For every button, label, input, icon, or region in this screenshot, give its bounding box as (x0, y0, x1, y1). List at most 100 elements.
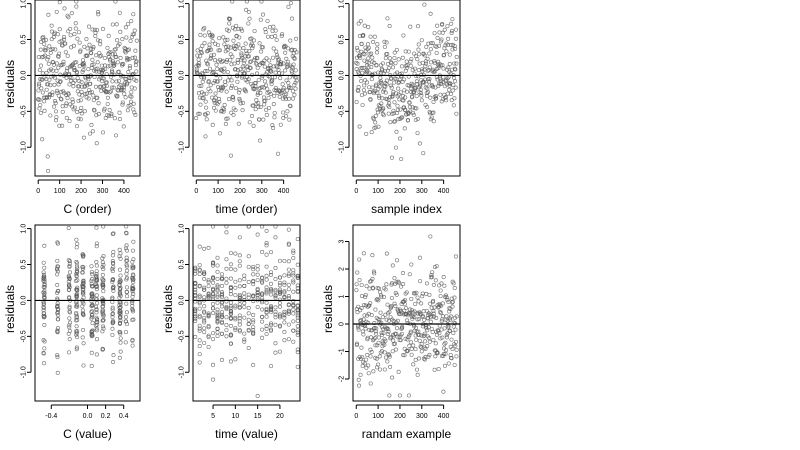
data-point (233, 279, 238, 284)
data-point (277, 313, 282, 319)
data-point (242, 337, 247, 342)
data-point (110, 268, 115, 274)
data-point (130, 317, 135, 322)
point-group (36, 0, 139, 174)
data-point (267, 25, 273, 30)
data-point (206, 325, 211, 330)
data-point (383, 355, 389, 360)
data-point (208, 83, 213, 88)
data-point (94, 141, 99, 146)
data-point (76, 30, 82, 35)
data-point (429, 41, 434, 46)
data-point (370, 276, 375, 282)
data-point (423, 324, 429, 329)
data-point (42, 265, 47, 270)
data-point (88, 46, 94, 52)
data-point (237, 294, 242, 299)
data-point (446, 65, 451, 70)
data-point (220, 58, 225, 64)
data-point (288, 1, 293, 6)
data-point (392, 301, 397, 306)
data-point (453, 343, 458, 348)
data-point (101, 262, 106, 267)
data-point (454, 54, 459, 60)
data-point (273, 322, 278, 327)
data-point (295, 328, 300, 333)
data-point (356, 327, 361, 332)
data-point (280, 110, 286, 115)
data-point (407, 333, 412, 338)
y-tick-label: 1.0 (179, 0, 186, 8)
data-point (444, 314, 449, 319)
data-point (54, 115, 59, 120)
x-tick-label: 300 (256, 188, 268, 195)
data-point (420, 314, 425, 319)
data-point (268, 91, 273, 97)
data-point (366, 320, 371, 325)
data-point (78, 98, 83, 103)
data-point (117, 10, 122, 15)
data-point (204, 61, 210, 66)
data-point (295, 364, 300, 369)
data-point (73, 26, 78, 31)
data-point (40, 137, 45, 142)
data-point (366, 65, 371, 70)
data-point (89, 294, 94, 299)
data-point (55, 301, 60, 306)
data-point (74, 318, 79, 323)
data-point (388, 305, 393, 311)
data-point (52, 30, 57, 35)
data-point (425, 328, 430, 333)
data-point (423, 61, 429, 66)
data-point (361, 88, 367, 93)
data-point (370, 253, 375, 258)
data-point (441, 66, 446, 71)
data-point (131, 239, 136, 244)
data-point (423, 346, 428, 352)
data-point (242, 331, 247, 336)
data-point (358, 55, 363, 60)
data-point (246, 317, 251, 322)
data-point (215, 319, 220, 324)
data-point (93, 282, 98, 287)
data-point (295, 303, 300, 308)
data-point (439, 281, 444, 286)
data-point (194, 70, 200, 75)
data-point (122, 91, 127, 96)
data-point (220, 84, 225, 89)
data-point (74, 69, 79, 74)
data-point (444, 49, 449, 54)
data-point (215, 314, 220, 319)
data-point (408, 311, 413, 316)
data-point (209, 34, 214, 39)
data-point (74, 347, 79, 352)
data-point (435, 35, 440, 41)
data-point (423, 354, 428, 359)
data-point (210, 122, 215, 127)
data-point (284, 114, 289, 119)
data-point (233, 267, 238, 272)
data-point (273, 235, 278, 240)
data-point (60, 104, 65, 109)
data-point (199, 49, 204, 55)
data-point (411, 362, 416, 367)
data-point (285, 109, 290, 114)
data-point (131, 101, 136, 106)
data-point (110, 231, 115, 236)
data-point (251, 331, 256, 336)
data-point (286, 295, 291, 301)
data-point (99, 53, 104, 58)
data-point (243, 89, 249, 94)
data-point (449, 314, 454, 319)
data-point (36, 83, 42, 88)
data-point (408, 86, 414, 91)
data-point (273, 70, 278, 75)
data-point (439, 99, 444, 104)
data-point (360, 103, 365, 108)
data-point (278, 60, 284, 65)
data-point (52, 104, 57, 109)
data-point (358, 318, 364, 323)
data-point (415, 295, 420, 300)
data-point (366, 25, 371, 30)
y-tick-label: 1.0 (21, 224, 28, 234)
